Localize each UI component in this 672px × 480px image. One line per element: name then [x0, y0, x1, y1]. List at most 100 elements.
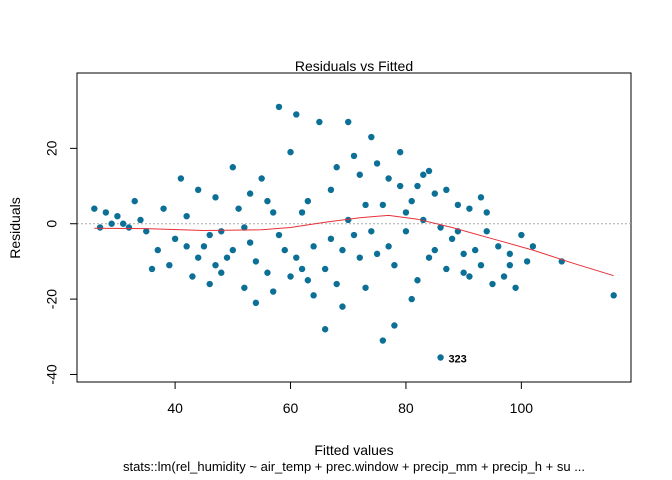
- data-point: [437, 354, 444, 361]
- data-point: [356, 254, 363, 261]
- data-point: [408, 197, 415, 205]
- data-point: [408, 295, 415, 303]
- chart-subtitle: stats::lm(rel_humidity ~ air_temp + prec…: [123, 459, 585, 474]
- data-point: [477, 194, 485, 201]
- data-point: [91, 205, 98, 212]
- data-point: [241, 224, 248, 231]
- data-point: [143, 228, 150, 235]
- data-point: [125, 224, 133, 231]
- x-tick-label: 40: [167, 400, 183, 416]
- data-point: [345, 118, 352, 126]
- data-point: [252, 299, 260, 307]
- data-point: [420, 216, 427, 224]
- data-point: [154, 246, 161, 254]
- data-point: [362, 201, 369, 209]
- data-point: [96, 224, 104, 231]
- data-point: [258, 175, 265, 182]
- data-point: [189, 273, 196, 280]
- data-point: [293, 254, 300, 261]
- data-point: [206, 231, 213, 239]
- data-point: [356, 171, 363, 178]
- data-point: [200, 243, 208, 250]
- data-point: [304, 197, 312, 205]
- y-tick-label: 0: [44, 220, 60, 228]
- data-point: [396, 182, 404, 190]
- data-point: [443, 186, 450, 194]
- data-point: [148, 265, 156, 273]
- data-point: [414, 182, 421, 190]
- data-point: [333, 280, 340, 288]
- data-point: [264, 269, 271, 276]
- data-point: [425, 167, 433, 175]
- x-tick-label: 80: [398, 400, 414, 416]
- data-point: [206, 280, 213, 288]
- data-point: [362, 284, 369, 291]
- data-point: [466, 205, 473, 212]
- data-point: [229, 246, 237, 254]
- data-point: [420, 171, 427, 178]
- data-point: [183, 243, 190, 250]
- data-point: [316, 118, 323, 126]
- data-point: [471, 246, 479, 254]
- data-point: [108, 220, 115, 227]
- y-tick-label: -40: [44, 364, 60, 384]
- data-point: [523, 258, 531, 265]
- data-point: [431, 246, 438, 254]
- data-point: [246, 239, 254, 246]
- data-point: [518, 231, 525, 239]
- data-point: [379, 201, 387, 209]
- data-point: [281, 246, 288, 254]
- data-point: [218, 228, 225, 235]
- data-point: [235, 205, 242, 212]
- data-point: [402, 209, 410, 216]
- data-point: [212, 261, 219, 269]
- data-point: [345, 216, 352, 224]
- data-point: [131, 197, 138, 205]
- x-axis-label: Fitted values: [314, 442, 393, 458]
- data-point: [275, 103, 283, 111]
- data-point: [137, 216, 144, 224]
- outlier-point-label: 323: [448, 354, 466, 366]
- data-point: [483, 228, 490, 235]
- data-point: [610, 292, 617, 299]
- data-point: [350, 231, 358, 239]
- data-point: [448, 235, 456, 243]
- data-point: [264, 197, 271, 205]
- data-point: [310, 292, 317, 299]
- data-point: [368, 228, 375, 235]
- data-point: [171, 235, 179, 243]
- data-point: [194, 186, 202, 194]
- data-point: [391, 322, 398, 329]
- data-point: [500, 273, 508, 280]
- data-point: [166, 261, 173, 269]
- plot-frame: [76, 72, 632, 383]
- data-point: [431, 190, 438, 197]
- data-point: [529, 243, 537, 250]
- data-point: [368, 133, 375, 141]
- data-point: [321, 265, 329, 273]
- data-point: [379, 337, 387, 344]
- data-point: [477, 261, 485, 269]
- data-point: [391, 261, 398, 269]
- data-point: [223, 254, 231, 261]
- data-point: [350, 152, 358, 160]
- data-point: [102, 209, 110, 216]
- data-point: [160, 205, 167, 212]
- data-point: [385, 175, 392, 182]
- x-tick-label: 60: [283, 400, 299, 416]
- data-point: [310, 243, 317, 250]
- data-point: [414, 277, 421, 284]
- data-point: [339, 246, 346, 254]
- data-point: [373, 250, 381, 258]
- data-point: [270, 209, 277, 216]
- chart-title: Residuals vs Fitted: [295, 58, 413, 74]
- data-point: [460, 250, 467, 258]
- data-point: [327, 186, 335, 194]
- data-point: [177, 175, 185, 182]
- data-point: [495, 243, 502, 250]
- data-point: [246, 190, 254, 197]
- data-point: [339, 303, 346, 310]
- data-point: [287, 148, 294, 156]
- data-point: [385, 243, 392, 250]
